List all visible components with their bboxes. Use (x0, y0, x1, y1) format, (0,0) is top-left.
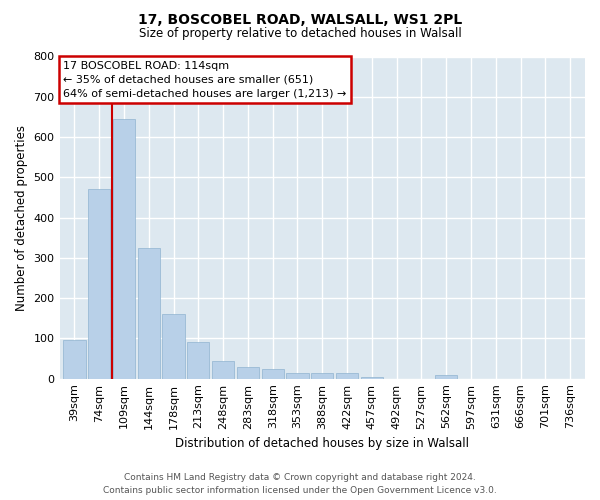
Bar (286, 373, 308, 378)
Bar (163, 314, 185, 378)
Text: 17 BOSCOBEL ROAD: 114sqm
← 35% of detached houses are smaller (651)
64% of semi-: 17 BOSCOBEL ROAD: 114sqm ← 35% of detach… (63, 60, 347, 98)
Bar (137, 248, 160, 378)
Text: Contains HM Land Registry data © Crown copyright and database right 2024.
Contai: Contains HM Land Registry data © Crown c… (103, 473, 497, 495)
Bar (187, 342, 209, 378)
Text: 17, BOSCOBEL ROAD, WALSALL, WS1 2PL: 17, BOSCOBEL ROAD, WALSALL, WS1 2PL (138, 12, 462, 26)
Y-axis label: Number of detached properties: Number of detached properties (15, 124, 28, 310)
Bar (336, 374, 358, 378)
Bar (63, 340, 86, 378)
Bar (361, 376, 383, 378)
Bar (311, 372, 334, 378)
Bar (113, 119, 135, 378)
Bar (212, 362, 234, 378)
Text: Size of property relative to detached houses in Walsall: Size of property relative to detached ho… (139, 28, 461, 40)
Bar (435, 376, 457, 378)
X-axis label: Distribution of detached houses by size in Walsall: Distribution of detached houses by size … (175, 437, 469, 450)
Bar (88, 190, 110, 378)
Bar (237, 368, 259, 378)
Bar (262, 370, 284, 378)
